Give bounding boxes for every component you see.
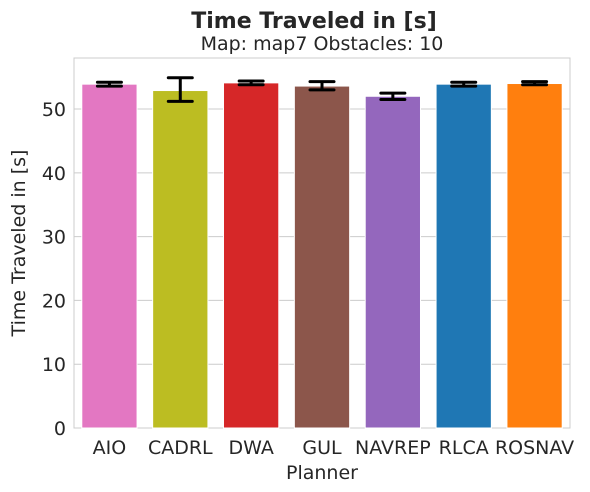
y-tick-label-50: 50 — [42, 99, 66, 121]
x-tick-label-aio: AIO — [93, 437, 127, 459]
x-axis-label: Planner — [286, 462, 358, 484]
y-tick-label-20: 20 — [42, 290, 66, 312]
bar-rosnav — [506, 83, 563, 429]
y-tick-label-30: 30 — [42, 227, 66, 249]
x-tick-labels: AIO CADRL DWA GUL NAVREP RLCA ROSNAV — [93, 437, 575, 459]
y-tick-label-0: 0 — [54, 418, 66, 440]
x-tick-label-navrep: NAVREP — [355, 437, 431, 459]
bar-cadrl — [152, 90, 209, 429]
bar-dwa — [223, 82, 280, 429]
bar-rlca — [435, 83, 492, 429]
y-axis-label: Time Traveled in [s] — [8, 150, 30, 338]
bar-navrep — [364, 95, 421, 429]
x-tick-label-rosnav: ROSNAV — [495, 437, 574, 459]
bars-group — [81, 82, 563, 429]
y-tick-label-10: 10 — [42, 354, 66, 376]
x-tick-label-cadrl: CADRL — [148, 437, 213, 459]
x-tick-label-dwa: DWA — [228, 437, 273, 459]
chart-subtitle: Map: map7 Obstacles: 10 — [201, 33, 444, 55]
x-tick-label-gul: GUL — [302, 437, 342, 459]
bar-gul — [293, 85, 351, 429]
x-tick-label-rlca: RLCA — [439, 437, 489, 459]
error-bars-group — [95, 76, 549, 103]
chart-title: Time Traveled in [s] — [191, 9, 437, 34]
bar-aio — [81, 83, 138, 429]
y-tick-label-40: 40 — [42, 163, 66, 185]
y-tick-labels: 0 10 20 30 40 50 — [42, 99, 66, 440]
